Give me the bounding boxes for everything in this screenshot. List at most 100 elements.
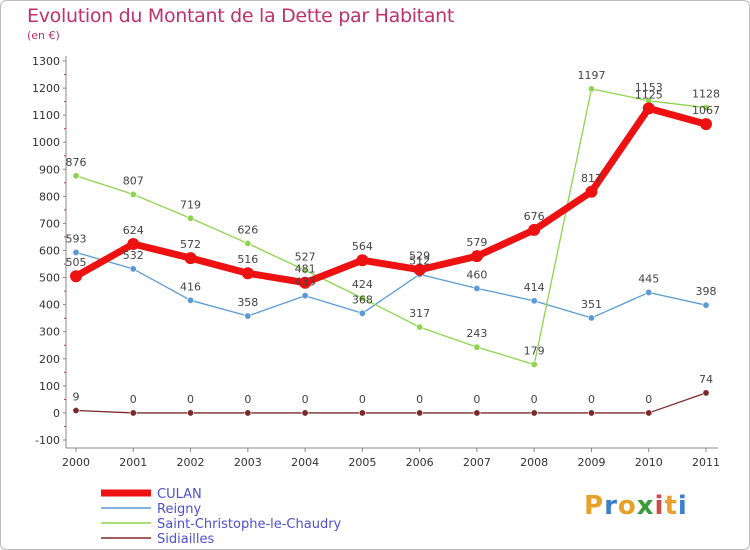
- y-tick-label: 300: [39, 326, 60, 339]
- x-tick-label: 2006: [406, 456, 434, 469]
- data-label: 1153: [635, 81, 663, 94]
- data-label: 564: [352, 240, 373, 253]
- x-tick-label: 2011: [692, 456, 720, 469]
- data-label: 512: [409, 254, 430, 267]
- data-label: 9: [73, 390, 80, 403]
- data-point: [702, 104, 710, 112]
- x-tick-label: 2000: [62, 456, 90, 469]
- data-label: 0: [645, 393, 652, 406]
- data-label: 0: [588, 393, 595, 406]
- x-tick-label: 2007: [463, 456, 491, 469]
- y-tick-label: 0: [53, 407, 60, 420]
- logo-letter: t: [664, 491, 678, 521]
- logo-letter: i: [677, 491, 688, 521]
- data-point: [700, 118, 712, 131]
- data-label: 368: [352, 293, 373, 306]
- legend-label: CULAN: [157, 487, 202, 502]
- x-tick-label: 2009: [577, 456, 605, 469]
- chart-title: Evolution du Montant de la Dette par Hab…: [27, 5, 455, 27]
- data-point: [127, 238, 140, 251]
- x-tick-label: 2010: [635, 456, 663, 469]
- data-point: [416, 409, 424, 417]
- data-point: [473, 409, 481, 417]
- data-point: [187, 409, 195, 417]
- data-label: 74: [699, 373, 713, 386]
- data-label: 0: [187, 393, 194, 406]
- y-tick-label: -100: [35, 434, 60, 447]
- y-tick-label: 500: [39, 272, 60, 285]
- y-tick-label: 700: [39, 217, 60, 230]
- legend-label: Reigny: [157, 502, 202, 517]
- data-label: 481: [295, 263, 316, 276]
- data-point: [241, 267, 254, 280]
- data-label: 358: [237, 296, 258, 309]
- data-point: [473, 284, 481, 292]
- data-label: 179: [524, 344, 545, 357]
- x-tick-label: 2004: [291, 456, 319, 469]
- data-label: 1128: [692, 88, 720, 101]
- y-tick-label: 200: [39, 353, 60, 366]
- data-point: [129, 409, 137, 417]
- data-point: [585, 185, 598, 198]
- data-point: [244, 312, 252, 320]
- data-label: 876: [66, 156, 87, 169]
- data-label: 416: [180, 280, 201, 293]
- y-tick-label: 100: [39, 380, 60, 393]
- data-point: [587, 409, 595, 417]
- data-label: 572: [180, 238, 201, 251]
- logo-letter: P: [584, 491, 605, 521]
- data-point: [530, 409, 538, 417]
- y-tick-label: 900: [39, 163, 60, 176]
- data-point: [413, 263, 426, 276]
- data-point: [244, 239, 252, 247]
- data-point: [129, 265, 137, 273]
- data-label: 527: [295, 250, 316, 263]
- logo-letter: i: [654, 491, 665, 521]
- data-label: 807: [123, 174, 144, 187]
- data-label: 817: [581, 172, 602, 185]
- data-label: 414: [524, 281, 545, 294]
- data-point: [184, 252, 197, 265]
- data-label: 1125: [635, 88, 663, 101]
- data-label: 516: [237, 253, 258, 266]
- data-label: 0: [473, 393, 480, 406]
- data-point: [301, 409, 309, 417]
- logo-letter: x: [636, 491, 655, 521]
- logo-letter: o: [617, 491, 637, 521]
- data-point: [645, 288, 653, 296]
- x-tick-label: 2003: [234, 456, 262, 469]
- data-label: 593: [66, 232, 87, 245]
- data-point: [470, 250, 483, 263]
- data-label: 0: [531, 393, 538, 406]
- y-tick-label: 800: [39, 190, 60, 203]
- chart-subtitle: (en €): [27, 29, 60, 42]
- data-point: [72, 248, 80, 256]
- data-label: 445: [638, 272, 659, 285]
- data-point: [473, 343, 481, 351]
- data-point: [187, 214, 195, 222]
- data-label: 529: [409, 250, 430, 263]
- data-point: [356, 254, 369, 267]
- data-point: [358, 294, 366, 302]
- series-line-sidiailles: [75, 392, 707, 414]
- data-point: [72, 172, 80, 180]
- series-line-reigny: [75, 251, 707, 319]
- data-point: [301, 266, 309, 274]
- legend-label: Saint-Christophe-le-Chaudry: [157, 517, 342, 532]
- data-point: [187, 296, 195, 304]
- y-tick-label: 1200: [32, 82, 60, 95]
- data-point: [587, 314, 595, 322]
- data-point: [528, 223, 541, 236]
- data-label: 1197: [577, 69, 605, 82]
- data-point: [301, 292, 309, 300]
- y-tick-label: 1100: [32, 109, 60, 122]
- data-point: [358, 409, 366, 417]
- data-label: 243: [466, 327, 487, 340]
- data-point: [645, 409, 653, 417]
- data-label: 505: [66, 256, 87, 269]
- x-tick-label: 2008: [520, 456, 548, 469]
- data-label: 424: [352, 278, 373, 291]
- data-label: 351: [581, 298, 602, 311]
